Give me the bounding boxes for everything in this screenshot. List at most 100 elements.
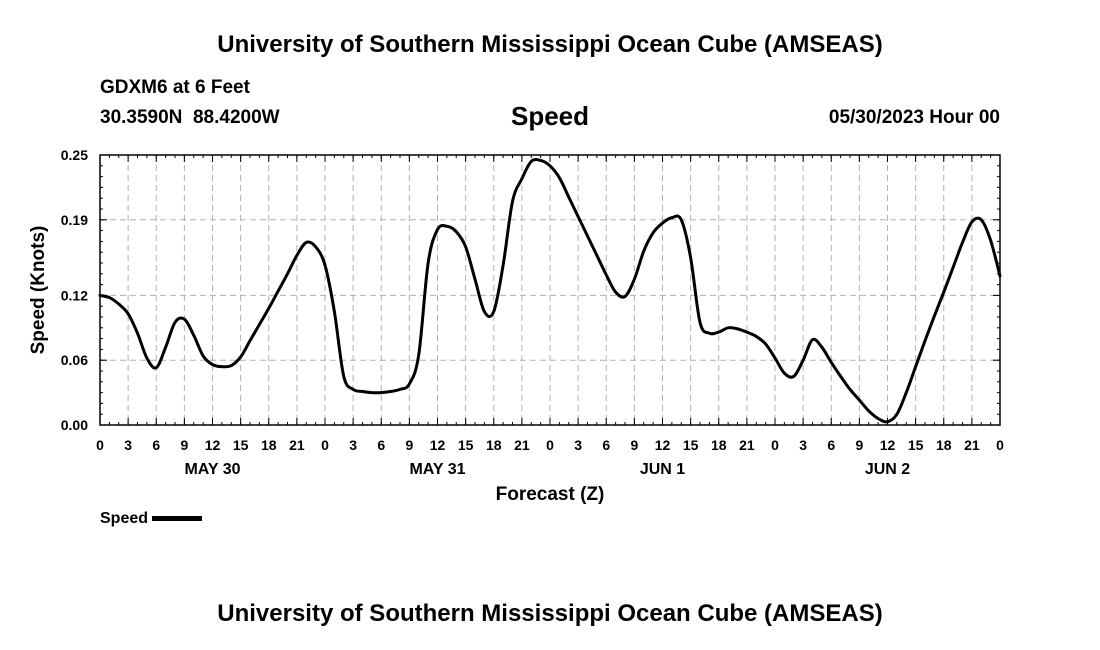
speed-data-point [249, 339, 251, 342]
speed-data-point [427, 262, 429, 264]
speed-data-point [258, 323, 261, 326]
grid [100, 155, 1000, 425]
speed-data-point [183, 318, 186, 320]
speed-data-point [671, 216, 673, 219]
speed-data-point [502, 264, 504, 266]
day-label: JUN 1 [640, 461, 685, 478]
speed-data-point [174, 321, 176, 324]
speed-data-point [596, 254, 598, 257]
x-tick-label: 21 [739, 437, 755, 453]
x-tick-label: 15 [908, 437, 924, 453]
speed-data-point [942, 291, 945, 293]
station-coordinates: 30.3590N 88.4200W [100, 107, 280, 128]
speed-data-point [521, 177, 523, 180]
speed-data-point [380, 391, 383, 394]
speed-data-point [858, 399, 861, 401]
speed-data-point [277, 290, 279, 292]
speed-data-point [436, 228, 439, 231]
x-tick-label: 18 [936, 437, 952, 453]
x-tick-label: 0 [321, 437, 329, 453]
speed-data-point [417, 354, 420, 356]
speed-data-point [736, 328, 739, 330]
speed-data-point [239, 356, 242, 358]
speed-data-point [389, 390, 392, 393]
x-tick-label: 18 [261, 437, 277, 453]
speed-data-point [324, 264, 326, 266]
speed-data-point [924, 339, 926, 342]
x-tick-label: 18 [711, 437, 727, 453]
speed-data-point [755, 335, 758, 338]
speed-data-point [821, 346, 823, 349]
x-tick-labels: 0 3 6 9 12 15 18 21 0 3 6 9 12 15 18 21 0 3 6 9 12 15 18 21 0 3 6 9… [96, 437, 1004, 453]
speed-data-point [699, 321, 701, 324]
y-tick-label: 0.12 [61, 287, 88, 303]
speed-data-point [727, 327, 729, 329]
speed-data-point [408, 383, 411, 385]
y-tick-label: 0.00 [61, 417, 88, 433]
speed-data-point [774, 357, 776, 359]
speed-data-point [361, 390, 364, 393]
speed-data-point [633, 278, 636, 281]
speed-data-point [117, 303, 120, 305]
day-label: JUN 2 [865, 461, 910, 478]
day-labels: MAY 30 MAY 31 JUN 1 JUN 2 [184, 461, 910, 478]
x-tick-label: 9 [405, 437, 413, 453]
speed-data-point [221, 365, 223, 368]
x-tick-label: 9 [630, 437, 638, 453]
y-tick-label: 0.25 [61, 147, 88, 163]
speed-data-point [399, 388, 401, 391]
station-label: GDXM6 at 6 Feet [100, 77, 250, 98]
plot-frame [99, 154, 1001, 426]
speed-data-point [136, 332, 139, 335]
y-tick-label: 0.06 [61, 352, 88, 368]
speed-data-point [783, 372, 786, 374]
speed-data-point [811, 338, 814, 341]
speed-data-point [192, 334, 195, 337]
speed-data-point [877, 417, 879, 420]
speed-data-point [849, 388, 851, 391]
x-tick-label: 3 [574, 437, 582, 453]
speed-data-point [680, 219, 683, 221]
speed-data-point [155, 366, 158, 369]
speed-data-point [586, 235, 589, 237]
speed-data-point [464, 246, 467, 248]
x-tick-label: 3 [349, 437, 357, 453]
speed-data-point [605, 274, 608, 276]
x-tick-label: 3 [124, 437, 132, 453]
speed-data-point [446, 225, 448, 228]
speed-data-point [689, 256, 692, 259]
speed-data-point [652, 231, 654, 234]
x-tick-label: 0 [771, 437, 779, 453]
x-tick-label: 6 [152, 437, 160, 453]
speed-data-point [371, 391, 373, 394]
y-axis-label: Speed (Knots) [28, 226, 49, 355]
x-tick-label: 3 [799, 437, 807, 453]
speed-data-point [830, 361, 833, 364]
speed-data-point [286, 273, 289, 275]
speed-data-point [933, 315, 936, 317]
speed-data-point [455, 230, 458, 233]
speed-data-point [539, 159, 542, 162]
speed-data-point [146, 357, 148, 359]
speed-data-point [661, 222, 664, 224]
x-tick-label: 9 [855, 437, 863, 453]
speed-data-point [108, 296, 111, 299]
x-tick-label: 6 [827, 437, 835, 453]
speed-data-point [839, 375, 842, 378]
day-label: MAY 30 [184, 461, 240, 478]
forecast-run-time: 05/30/2023 Hour 00 [828, 107, 1000, 128]
series-layer [98, 158, 1002, 424]
x-tick-label: 15 [683, 437, 699, 453]
speed-data-point [577, 215, 579, 218]
speed-data-point [642, 250, 645, 252]
speed-data-point [127, 312, 129, 315]
speed-data-point [717, 331, 720, 333]
legend: Speed [100, 510, 203, 528]
x-tick-label: 6 [602, 437, 610, 453]
speed-data-point [952, 266, 954, 269]
speed-data-point [352, 388, 354, 391]
y-tick-labels: 0.00 0.06 0.12 0.19 0.25 [61, 147, 88, 433]
speed-data-point [211, 363, 214, 366]
legend-swatch [152, 516, 203, 522]
panel-title: Speed [510, 101, 590, 131]
